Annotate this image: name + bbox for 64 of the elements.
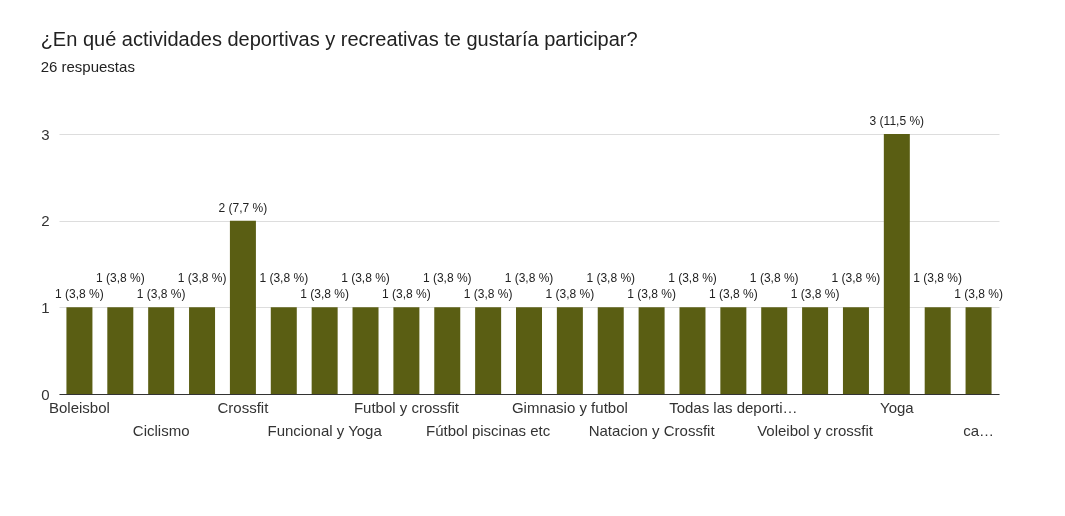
data-label: 1 (3,8 %) xyxy=(95,271,145,286)
chart-title: ¿En qué actividades deportivas y recreativas te gustaría participar? xyxy=(40,28,638,50)
bar xyxy=(475,307,502,394)
data-label: 1 (3,8 %) xyxy=(790,287,840,302)
x-tick-label: Todas las deporti… xyxy=(669,398,798,416)
bar xyxy=(638,307,665,394)
data-label: 1 (3,8 %) xyxy=(382,287,431,302)
bar xyxy=(802,307,829,394)
y-tick-label: 0 xyxy=(41,385,50,403)
bar xyxy=(434,307,461,394)
x-tick-label: Fútbol piscinas etc xyxy=(426,421,551,439)
bar xyxy=(270,307,297,394)
bar xyxy=(679,307,706,394)
x-tick-label: ca… xyxy=(963,421,994,439)
bar xyxy=(516,307,542,394)
data-label: 1 (3,8 %) xyxy=(55,287,104,302)
bar xyxy=(597,307,624,394)
data-label: 1 (3,8 %) xyxy=(422,271,472,286)
x-tick-label: Crossfit xyxy=(217,398,270,416)
data-label: 1 (3,8 %) xyxy=(709,287,758,302)
bar xyxy=(556,307,583,394)
chart-subtitle: 26 respuestas xyxy=(40,58,135,75)
data-label: 2 (7,7 %) xyxy=(218,200,268,215)
bar xyxy=(761,307,788,394)
bar xyxy=(883,134,910,394)
x-tick-label: Ciclismo xyxy=(132,421,190,439)
x-tick-label: Natacion y Crossfit xyxy=(588,421,716,439)
data-label: 1 (3,8 %) xyxy=(463,287,513,302)
bar xyxy=(393,307,420,394)
data-label: 1 (3,8 %) xyxy=(136,287,186,302)
bar xyxy=(352,307,379,394)
bar xyxy=(229,220,256,394)
bar xyxy=(720,307,747,394)
y-tick-label: 1 xyxy=(41,298,50,316)
data-label: 1 (3,8 %) xyxy=(177,271,227,286)
x-tick-label: Futbol y crossfit xyxy=(353,398,460,416)
y-tick-label: 2 xyxy=(41,212,50,230)
data-label: 1 (3,8 %) xyxy=(954,287,1003,302)
bar xyxy=(924,307,951,394)
x-tick-label: Funcional y Yoga xyxy=(267,421,383,439)
x-tick-label: Voleibol y crossfit xyxy=(757,421,874,439)
x-tick-label: Boleisbol xyxy=(49,398,110,416)
x-tick-label: Yoga xyxy=(880,398,915,416)
data-label: 1 (3,8 %) xyxy=(504,271,554,286)
bar xyxy=(965,307,992,394)
bar xyxy=(148,307,175,394)
bar xyxy=(842,307,869,394)
data-label: 1 (3,8 %) xyxy=(341,271,390,286)
y-tick-label: 3 xyxy=(41,125,50,143)
data-label: 1 (3,8 %) xyxy=(545,287,595,302)
data-label: 1 (3,8 %) xyxy=(831,271,881,286)
data-label: 1 (3,8 %) xyxy=(586,271,636,286)
data-label: 1 (3,8 %) xyxy=(913,271,963,286)
data-label: 3 (11,5 %) xyxy=(869,114,925,128)
bar xyxy=(189,307,216,394)
data-label: 1 (3,8 %) xyxy=(627,287,676,302)
data-label: 1 (3,8 %) xyxy=(668,271,717,286)
bar xyxy=(107,307,134,394)
data-label: 1 (3,8 %) xyxy=(749,271,799,286)
bar xyxy=(311,307,338,394)
bar xyxy=(66,307,93,394)
x-tick-label: Gimnasio y futbol xyxy=(511,398,628,416)
data-label: 1 (3,8 %) xyxy=(259,271,309,286)
data-label: 1 (3,8 %) xyxy=(300,287,349,302)
